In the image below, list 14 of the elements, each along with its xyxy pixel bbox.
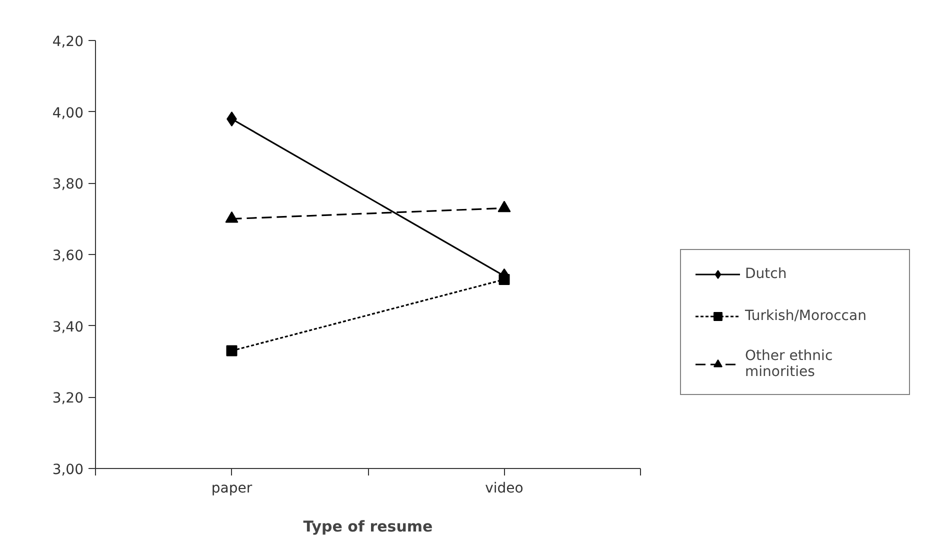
x-axis-title: Type of resume bbox=[303, 518, 433, 536]
x-tick-label: paper bbox=[211, 480, 252, 496]
y-tick-label: 3,20 bbox=[52, 390, 84, 407]
y-tick-label: 3,40 bbox=[52, 319, 84, 336]
y-tick-label: 3,80 bbox=[52, 176, 84, 193]
legend-label: Other ethnic minorities bbox=[745, 348, 834, 380]
y-tick-label: 4,20 bbox=[52, 34, 84, 50]
x-tick-label: video bbox=[485, 480, 524, 496]
y-tick-label: 4,00 bbox=[52, 105, 84, 122]
legend-label: Dutch bbox=[745, 266, 788, 282]
point bbox=[226, 345, 238, 356]
y-tick-label: 3,60 bbox=[52, 248, 84, 264]
legend-label: Turkish/Moroccan bbox=[745, 308, 868, 324]
y-tick-label: 3,00 bbox=[52, 462, 84, 478]
